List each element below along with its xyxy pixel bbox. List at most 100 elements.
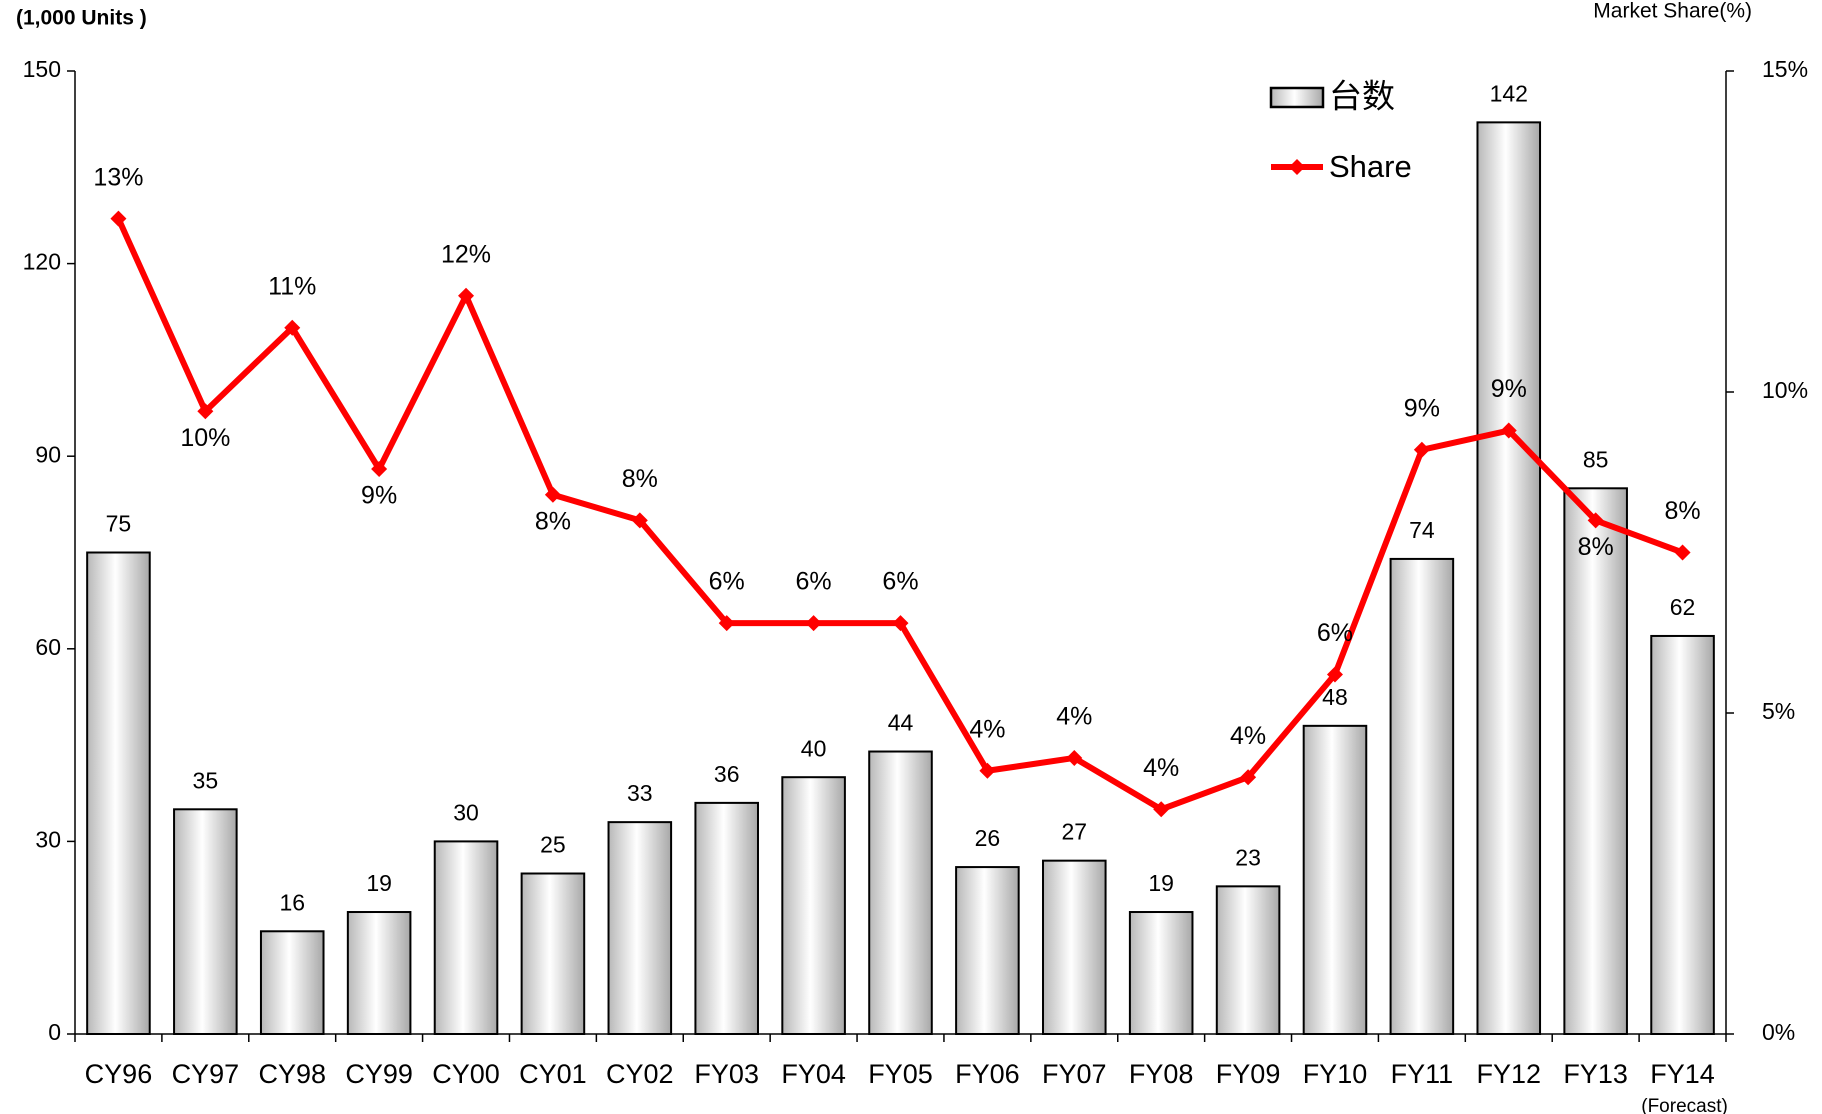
bar-value-label: 19 xyxy=(1148,870,1174,896)
bar-value-label: 25 xyxy=(540,832,566,858)
share-value-label: 4% xyxy=(1143,754,1179,782)
share-value-label: 12% xyxy=(441,240,491,268)
share-marker xyxy=(979,762,996,779)
bar-value-label: 16 xyxy=(279,889,305,915)
bar xyxy=(86,551,151,1035)
y2-tick-label: 0% xyxy=(1762,1019,1795,1045)
share-marker xyxy=(892,615,909,632)
share-marker xyxy=(284,319,301,336)
bar-value-label: 19 xyxy=(366,870,392,896)
bar xyxy=(1563,487,1628,1035)
share-value-label: 8% xyxy=(1664,497,1700,525)
bar-value-label: 75 xyxy=(106,511,132,537)
bar-value-label: 142 xyxy=(1490,80,1528,106)
bar xyxy=(955,866,1020,1036)
share-value-label: 8% xyxy=(1578,533,1614,561)
y-tick-label: 60 xyxy=(35,634,61,660)
x-tick-label: FY05 xyxy=(868,1059,933,1089)
bar-value-label: 40 xyxy=(801,735,827,761)
bar xyxy=(1650,634,1715,1036)
legend-marker xyxy=(1289,159,1305,175)
share-marker xyxy=(110,210,127,227)
bar xyxy=(607,821,673,1036)
bar xyxy=(1302,724,1368,1036)
x-tick-label: FY10 xyxy=(1303,1059,1368,1089)
share-value-label: 8% xyxy=(535,507,571,535)
x-tick-label: CY99 xyxy=(345,1059,413,1089)
bar xyxy=(520,872,586,1035)
bar xyxy=(346,911,412,1036)
x-tick-label: CY98 xyxy=(258,1059,326,1089)
share-marker xyxy=(631,512,648,529)
x-tick-label: FY07 xyxy=(1042,1059,1107,1089)
x-tick-label: FY14 xyxy=(1650,1059,1715,1089)
share-value-label: 4% xyxy=(969,715,1005,743)
share-value-label: 9% xyxy=(1404,394,1440,422)
x-tick-label: FY04 xyxy=(781,1059,846,1089)
bar xyxy=(433,840,499,1036)
share-value-label: 6% xyxy=(1317,619,1353,647)
share-value-label: 13% xyxy=(93,163,143,191)
share-value-label: 9% xyxy=(1491,375,1527,403)
bar xyxy=(694,801,759,1035)
x-tick-label: FY09 xyxy=(1216,1059,1281,1089)
x-tick-label: FY06 xyxy=(955,1059,1020,1089)
share-marker xyxy=(1326,666,1343,683)
x-tick-label: CY01 xyxy=(519,1059,587,1089)
share-marker xyxy=(1240,769,1257,786)
share-marker xyxy=(1413,441,1430,458)
share-marker xyxy=(197,403,214,420)
y-axis-label: (1,000 Units ) xyxy=(16,7,147,30)
bar-value-label: 26 xyxy=(975,825,1001,851)
bar-value-label: 35 xyxy=(193,767,219,793)
x-tick-label: FY03 xyxy=(694,1059,759,1089)
bar xyxy=(259,930,325,1036)
bar xyxy=(1042,859,1107,1035)
share-marker xyxy=(1066,749,1083,766)
bar-value-label: 62 xyxy=(1670,594,1696,620)
y-tick-label: 0 xyxy=(48,1019,61,1045)
share-value-label: 6% xyxy=(709,568,745,596)
y2-axis-label: Market Share(%) xyxy=(1593,0,1752,23)
x-tick-label: CY96 xyxy=(85,1059,153,1089)
x-tick-label: FY11 xyxy=(1391,1059,1454,1089)
share-marker xyxy=(371,461,388,478)
share-value-label: 10% xyxy=(180,424,230,452)
bar xyxy=(1389,557,1455,1035)
share-marker xyxy=(1153,801,1170,818)
share-marker xyxy=(1587,512,1604,529)
share-value-label: 11% xyxy=(268,272,316,300)
y2-tick-label: 5% xyxy=(1762,698,1795,724)
bar-value-label: 33 xyxy=(627,780,653,806)
bar xyxy=(1476,121,1542,1036)
y2-tick-label: 10% xyxy=(1762,377,1808,403)
share-value-label: 9% xyxy=(361,482,397,510)
bar xyxy=(1128,911,1194,1036)
y-tick-label: 120 xyxy=(23,249,61,275)
share-marker xyxy=(1674,544,1691,561)
bar xyxy=(868,750,933,1036)
share-value-label: 8% xyxy=(622,465,658,493)
x-tick-label: CY97 xyxy=(172,1059,240,1089)
share-marker xyxy=(718,615,735,632)
bar xyxy=(173,808,238,1035)
share-marker xyxy=(544,486,561,503)
y-tick-label: 150 xyxy=(23,56,61,82)
y-tick-label: 30 xyxy=(35,826,61,852)
bar xyxy=(781,776,846,1035)
x-tick-label: CY00 xyxy=(432,1059,500,1089)
bar-value-label: 30 xyxy=(453,799,479,825)
share-marker xyxy=(805,615,822,632)
share-value-label: 4% xyxy=(1230,722,1266,750)
legend-swatch xyxy=(1269,86,1325,109)
bar-value-label: 85 xyxy=(1583,446,1609,472)
y2-tick-label: 15% xyxy=(1762,56,1808,82)
bar-value-label: 74 xyxy=(1409,517,1435,543)
bar-value-label: 23 xyxy=(1235,844,1261,870)
bar-value-label: 44 xyxy=(888,710,914,736)
bar-value-label: 27 xyxy=(1061,819,1087,845)
x-tick-label: CY02 xyxy=(606,1059,674,1089)
legend-label: 台数 xyxy=(1329,78,1395,115)
legend-label: Share xyxy=(1329,149,1412,184)
